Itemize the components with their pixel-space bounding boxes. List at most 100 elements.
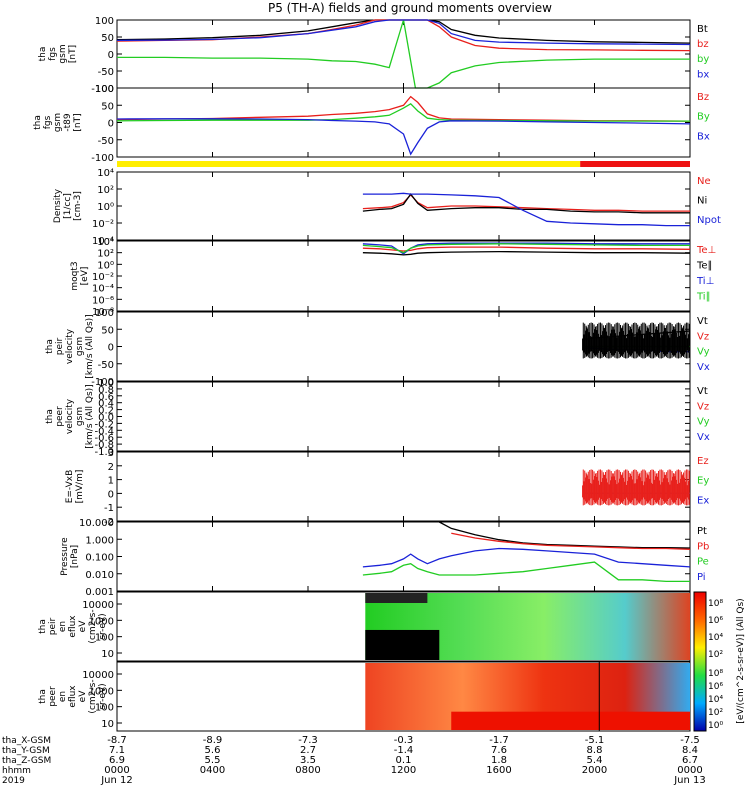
ephemeris-value: 6.9 (109, 755, 125, 766)
ephemeris-value: 0.1 (396, 755, 412, 766)
ephemeris-value: 5.5 (205, 755, 221, 766)
y-axis-label: tha fgs gsm [nT] (38, 44, 78, 63)
heatmap-dropout (365, 593, 428, 603)
panel-5: 100 50 0 -50 -100 Vt Vz Vy Vx tha peir velocity gsm[… (45, 308, 710, 388)
ephemeris-value: 0000 (677, 765, 702, 776)
y-axis-label-line: fgs (48, 47, 58, 61)
colorbar-label: [eV/(cm^2-s-sr-eV)] (All Qs) (736, 598, 746, 723)
panel-2: 100 50 0 -50 -100 Bz By Bx tha fgs gsm -t89 [nT] (33, 84, 710, 164)
y-axis-label-line: [mV/m] (75, 470, 85, 504)
y-tick-label: 10000 (82, 670, 114, 681)
y-tick-label: 0 (108, 343, 114, 354)
y-axis-label-line: gsm (53, 113, 63, 132)
y-axis-label-line: [1/cc] (63, 193, 73, 219)
ephemeris-value: 1200 (391, 765, 416, 776)
ephemeris-value: -1.4 (394, 745, 414, 756)
y-tick-label: -0.8 (94, 440, 114, 451)
y-tick-label: -100 (91, 84, 114, 95)
legend-entry-Vt: Vt (697, 316, 708, 327)
y-axis-label-line: (cm2-s- (88, 679, 98, 713)
colorbar-tick-label: 10⁸ (708, 669, 723, 679)
legend: Bt bz by bx (697, 24, 709, 80)
ephemeris-value: 0400 (200, 765, 225, 776)
y-tick-label: 10⁻⁸ (92, 307, 114, 318)
y-tick-label: -0.6 (94, 433, 114, 444)
series-line-Ti∥ (362, 243, 690, 254)
colorbar-tick-label: 10² (708, 650, 723, 660)
y-tick-label: 10² (97, 185, 114, 196)
legend-entry-By: By (697, 112, 710, 123)
ephemeris-value: 5.6 (205, 745, 221, 756)
y-tick-label: 0.0 (98, 413, 114, 424)
y-tick-label: 10⁻⁶ (92, 295, 114, 306)
legend-entry-Bt: Bt (697, 24, 708, 35)
y-axis-label-line: tha (38, 619, 48, 634)
figure-title: P5 (TH-A) fields and ground moments over… (268, 1, 552, 15)
y-axis-label-line: [nT] (68, 45, 78, 63)
ephemeris-value: -0.3 (394, 735, 414, 746)
y-axis-label: tha peer velocity gsm [km/s (All Qs)] (45, 384, 95, 448)
series-line-Pi (362, 547, 691, 568)
y-axis-label-line: tha (45, 409, 55, 424)
series-line-Npot (362, 192, 690, 227)
y-axis-label-line: E=-VxB (65, 470, 75, 504)
legend-entry-bz: bz (697, 39, 709, 50)
legend-entry-Ex: Ex (697, 495, 709, 506)
panel-8: 10.000 1.000 0.100 0.010 0.001 Pt Pb Pe Pi Pressu… (60, 518, 709, 598)
ephemeris-value: 2000 (582, 765, 607, 776)
y-axis-label-line: sr-eV) (98, 683, 108, 709)
legend-entry-Ne: Ne (697, 176, 711, 187)
y-axis-label-line: tha (38, 47, 48, 62)
y-axis-label-line: peir (55, 337, 65, 355)
date-label: Jun 13 (673, 775, 706, 786)
y-tick-label: 0.6 (98, 392, 114, 403)
legend-entry-Pb: Pb (697, 541, 709, 552)
y-axis-label-line: eflux (68, 615, 78, 638)
y-axis-label-line: peir (48, 617, 58, 635)
colorbar-tick-label: 10² (708, 708, 723, 718)
y-axis-label-line: tha (45, 339, 55, 354)
ephemeris-value: -8.9 (203, 735, 223, 746)
y-axis-label-line: [nPa] (70, 545, 80, 568)
legend-entry-Vt: Vt (697, 386, 708, 397)
colorbar-tick-label: 10⁴ (708, 633, 723, 643)
series-line-by (117, 19, 690, 89)
y-axis-label: tha peer en eflux eV (cm2-s-sr-eV) (38, 679, 108, 713)
colorbar-tick-label: 10⁶ (708, 682, 723, 692)
legend-entry-Vz: Vz (697, 331, 709, 342)
legend-entry-Ni: Ni (697, 195, 707, 206)
y-tick-label: 10⁻⁴ (92, 284, 114, 295)
ephemeris-value: 7.6 (491, 745, 507, 756)
y-tick-label: 100 (95, 633, 114, 644)
legend-entry-Te∥: Te∥ (696, 261, 713, 272)
y-axis-label-line: fgs (43, 115, 53, 129)
ephemeris-row-label: tha_X-GSM (2, 736, 51, 746)
ephemeris-value: 5.4 (587, 755, 603, 766)
colorbar-gradient (693, 591, 707, 732)
series-line-Pt (438, 521, 691, 549)
ephemeris-value: 3.5 (300, 755, 316, 766)
legend-entry-Npot: Npot (697, 215, 721, 226)
y-axis-label-line: en (58, 691, 68, 702)
y-axis-label: Pressure [nPa] (60, 537, 80, 576)
legend-entry-Ti∥: Ti∥ (696, 292, 711, 303)
y-axis-label-line: peer (55, 406, 65, 427)
y-tick-label: 10 (101, 649, 114, 660)
series-line-Ti⊥ (362, 242, 690, 255)
ephemeris-value: 8.8 (587, 745, 603, 756)
ephemeris-value: 8.4 (682, 745, 698, 756)
ephemeris-value: 7.1 (109, 745, 125, 756)
y-tick-label: -50 (98, 360, 114, 371)
y-axis-label-line: [cm-3] (73, 191, 83, 221)
panel-1: 100 50 0 -50 -100 Bt bz by bx tha fgs gsm [nT] (38, 16, 709, 95)
y-tick-label: 10⁻² (92, 272, 114, 283)
y-tick-label: 0.4 (98, 399, 114, 410)
heatmap-dropout (365, 629, 440, 660)
series-line-Te∥ (362, 250, 691, 256)
legend: Vt Vz Vy Vx (697, 316, 710, 373)
ephemeris-value: 2.7 (300, 745, 316, 756)
y-tick-label: 10 (101, 719, 114, 730)
legend-entry-Ez: Ez (697, 456, 709, 467)
y-tick-label: -1.0 (94, 447, 114, 458)
